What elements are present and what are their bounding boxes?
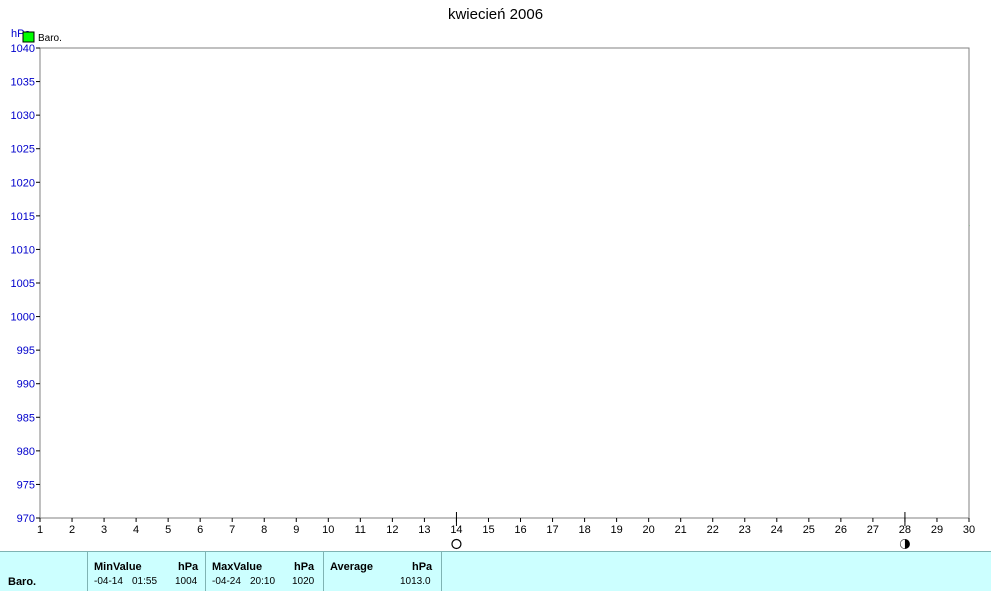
stats-footer: Baro. MinValue hPa -04-14 01:55 1004 Max…	[0, 551, 991, 591]
x-tick-label: 6	[197, 524, 203, 536]
plot-frame	[39, 47, 970, 519]
x-tick-label: 5	[165, 524, 171, 536]
y-tick-label: 1040	[11, 43, 35, 55]
x-tick-label: 20	[643, 524, 655, 536]
stats-row-label: Baro.	[8, 576, 37, 588]
max-value-date: -04-24	[212, 576, 241, 587]
x-tick-label: 21	[675, 524, 687, 536]
x-tick-label: 4	[133, 524, 139, 536]
y-tick-label: 1015	[11, 211, 35, 223]
x-tick-label: 14	[450, 524, 462, 536]
x-tick-label: 8	[261, 524, 267, 536]
x-tick-label: 22	[707, 524, 719, 536]
x-tick-label: 28	[899, 524, 911, 536]
average-cell: Average hPa 1013.0	[324, 552, 442, 591]
min-value-header: MinValue	[94, 561, 142, 573]
y-tick-label: 1025	[11, 144, 35, 156]
stats-row-label-cell: Baro.	[0, 552, 88, 591]
x-tick-label: 1	[37, 524, 43, 536]
x-tick-label: 23	[739, 524, 751, 536]
x-tick-label: 3	[101, 524, 107, 536]
chart-title: kwiecień 2006	[447, 6, 544, 23]
y-tick-label: 1005	[11, 278, 35, 290]
x-tick-label: 15	[482, 524, 494, 536]
x-tick-label: 26	[835, 524, 847, 536]
max-value-time: 20:10	[250, 576, 276, 587]
y-tick-label: 1020	[11, 177, 35, 189]
y-tick-label: 975	[17, 479, 35, 491]
legend-label: Baro.	[38, 33, 62, 44]
y-tick-label: 1010	[11, 244, 35, 256]
average-number: 1013.0	[400, 576, 431, 587]
x-tick-label: 24	[771, 524, 783, 536]
min-value-time: 01:55	[132, 576, 158, 587]
y-tick-label: 985	[17, 412, 35, 424]
legend: Baro.	[22, 31, 62, 44]
x-tick-labels: 1 2 3 4 5 6 7 8 9 10 11 12 13 14 15 16 17 18 19 20 21 22 23 24 2…	[37, 524, 975, 536]
min-value-number: 1004	[175, 576, 198, 587]
x-tick-label: 19	[610, 524, 622, 536]
y-tick-labels: 970 975 980 985 990 995 1000 1005 1010 1015 1020 10…	[11, 43, 35, 525]
max-value-cell: MaxValue hPa -04-24 20:10 1020	[206, 552, 324, 591]
chart: 9709759809859909951000100510101015102010…	[11, 28, 975, 550]
x-tick-label: 25	[803, 524, 815, 536]
x-tick-label: 30	[963, 524, 975, 536]
legend-swatch	[22, 31, 35, 43]
min-value-cell: MinValue hPa -04-14 01:55 1004	[88, 552, 206, 591]
y-tick-label: 1035	[11, 77, 35, 89]
full-moon-icon	[451, 538, 462, 550]
y-tick-label: 990	[17, 379, 35, 391]
y-tick-label: 980	[17, 446, 35, 458]
new-moon-icon-highlight	[900, 539, 905, 549]
x-tick-label: 2	[69, 524, 75, 536]
y-tick-label: 1000	[11, 312, 35, 324]
x-tick-label: 17	[546, 524, 558, 536]
x-tick-label: 16	[514, 524, 526, 536]
x-tick-label: 29	[931, 524, 943, 536]
min-value-date: -04-14	[94, 576, 123, 587]
x-tick-label: 10	[322, 524, 334, 536]
y-tick-label: 995	[17, 345, 35, 357]
y-tick-label: 970	[17, 513, 35, 525]
min-value-unit: hPa	[178, 561, 199, 573]
x-tick-label: 9	[293, 524, 299, 536]
axes	[36, 47, 970, 522]
x-tick-label: 27	[867, 524, 879, 536]
average-unit: hPa	[412, 561, 433, 573]
moon-markers	[451, 512, 910, 550]
y-tick-label: 1030	[11, 110, 35, 122]
x-tick-label: 13	[418, 524, 430, 536]
max-value-unit: hPa	[294, 561, 315, 573]
x-tick-label: 18	[578, 524, 590, 536]
average-header: Average	[330, 561, 374, 573]
x-tick-label: 11	[355, 524, 366, 536]
max-value-header: MaxValue	[212, 561, 263, 573]
max-value-number: 1020	[292, 576, 315, 587]
x-tick-label: 7	[229, 524, 235, 536]
x-tick-label: 12	[386, 524, 398, 536]
